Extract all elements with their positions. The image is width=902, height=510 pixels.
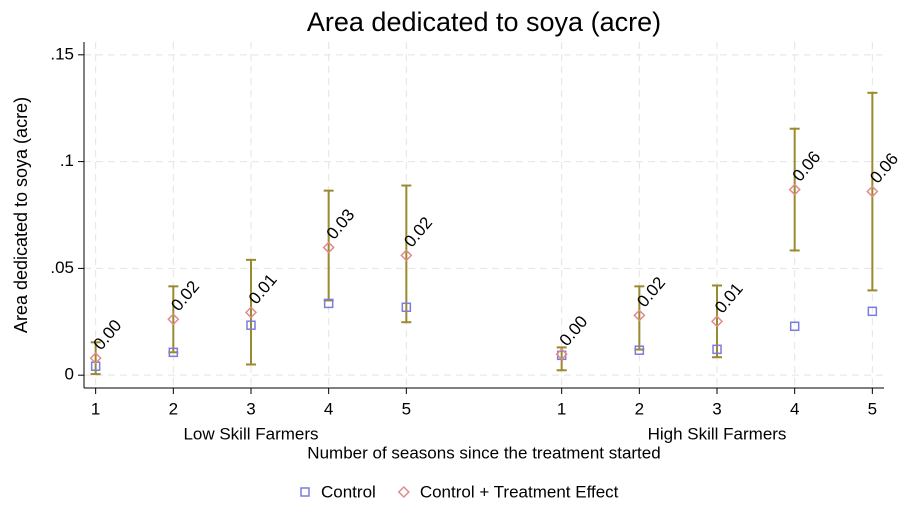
point	[400, 249, 413, 262]
point	[866, 185, 879, 198]
legend-label: Control	[321, 482, 376, 501]
x-tick-label: 3	[712, 399, 721, 418]
point	[867, 306, 878, 317]
point	[246, 320, 256, 330]
legend-label: Control + Treatment Effect	[420, 482, 619, 501]
x-tick-label: 5	[402, 399, 411, 418]
x-tick-label: 3	[246, 399, 255, 418]
point	[168, 347, 179, 358]
x-tick-label: 1	[91, 399, 100, 418]
point	[788, 183, 801, 196]
point	[555, 348, 568, 361]
x-tick-label: 2	[169, 399, 178, 418]
x-tick-label: 4	[324, 399, 333, 418]
y-tick-label: .1	[60, 151, 74, 170]
chart-title: Area dedicated to soya (acre)	[307, 7, 661, 37]
x-tick-label: 1	[557, 399, 566, 418]
legend-marker	[397, 485, 410, 499]
point	[323, 298, 334, 309]
y-axis-title: Area dedicated to soya (acre)	[11, 97, 31, 333]
x-tick-label: 4	[790, 399, 799, 418]
x-axis-title: Number of seasons since the treatment st…	[307, 443, 660, 462]
group-label: High Skill Farmers	[648, 424, 787, 443]
point	[167, 313, 180, 326]
y-tick-label: 0	[65, 365, 74, 384]
y-tick-label: .05	[50, 258, 74, 277]
x-tick-label: 2	[635, 399, 644, 418]
point	[634, 345, 645, 355]
point	[401, 302, 412, 313]
point	[789, 321, 800, 332]
point	[712, 344, 722, 355]
y-tick-label: .15	[50, 44, 74, 63]
point	[633, 309, 646, 322]
point	[89, 352, 102, 365]
point	[710, 315, 724, 328]
legend-marker	[300, 487, 310, 497]
group-label: Low Skill Farmers	[183, 424, 318, 443]
point	[244, 306, 258, 319]
x-tick-label: 5	[868, 399, 877, 418]
point	[322, 241, 335, 254]
